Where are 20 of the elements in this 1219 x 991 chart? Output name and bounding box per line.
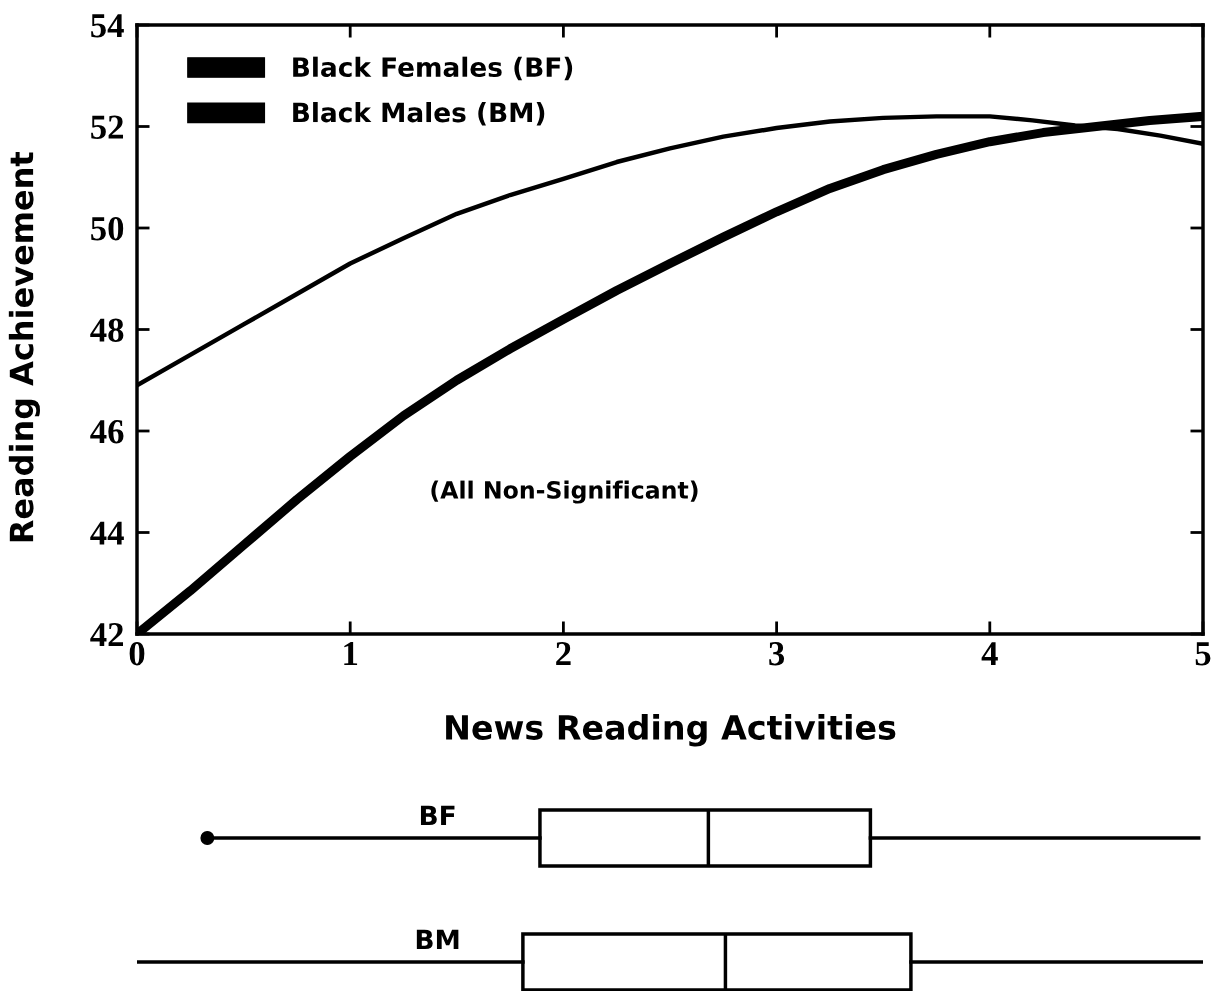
annotation: (All Non-Significant): [431, 480, 698, 504]
legend-label: Black Females (BF): [293, 56, 573, 81]
y-tick-label: 54: [91, 14, 124, 38]
y-tick-label: 52: [91, 115, 124, 139]
y-tick-label: 44: [90, 521, 124, 545]
y-tick-label: BF: [420, 805, 455, 826]
x-tick-label: 0: [129, 641, 145, 666]
x-tick-label: 1: [344, 642, 358, 666]
y-tick-label: 48: [90, 318, 124, 342]
y-axis-title: Reading Achievement: [8, 152, 40, 542]
y-tick-label: 42: [90, 623, 124, 647]
y-tick-label: 50: [91, 216, 124, 241]
x-tick-label: 5: [1195, 642, 1211, 666]
x-tick-label: 2: [556, 642, 571, 666]
x-tick-label: 3: [769, 642, 785, 666]
legend-label: Black Males (BM): [293, 102, 545, 126]
y-tick-label: 46: [90, 420, 124, 444]
x-tick-label: 4: [981, 642, 998, 666]
x-axis-title: News Reading Activities: [446, 714, 896, 747]
y-tick-label: BM: [416, 929, 459, 950]
